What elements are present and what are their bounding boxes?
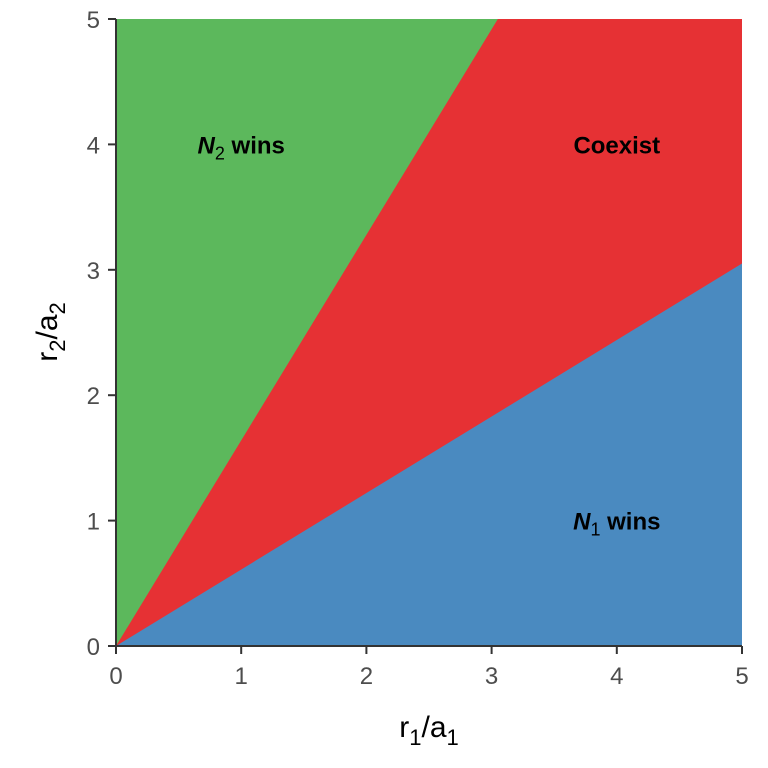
- x-tick-label: 1: [235, 663, 248, 690]
- y-axis-title-sub1: 2: [45, 340, 70, 352]
- region-n1-wins: [116, 263, 742, 646]
- y-axis-title-sub2: 2: [45, 302, 70, 314]
- x-axis-title-main2: a: [430, 711, 447, 744]
- region-labels: N2 wins Coexist N1 wins: [198, 132, 661, 539]
- x-tick-label: 3: [485, 663, 498, 690]
- x-axis-title-slash: /: [421, 711, 430, 744]
- region-label-n1-wins: N1 wins: [573, 509, 660, 540]
- x-axis-title-sub1: 1: [409, 725, 421, 750]
- x-tick-label: 2: [360, 663, 373, 690]
- y-axis-title: r2/a2: [31, 302, 70, 362]
- region-label-n2-wins: N2 wins: [198, 132, 285, 163]
- x-axis-title-main: r: [399, 711, 409, 744]
- x-tick-label: 4: [610, 663, 623, 690]
- y-tick-label: 5: [87, 7, 100, 34]
- y-axis-title-slash: /: [31, 331, 64, 340]
- region-label-coexist: Coexist: [573, 132, 660, 159]
- y-tick-label: 3: [87, 258, 100, 285]
- x-axis-title: r1/a1: [399, 711, 459, 750]
- y-tick-label: 4: [87, 132, 100, 159]
- region-n2-wins: [116, 19, 498, 646]
- y-axis-title-main: r: [31, 352, 64, 362]
- svg-text:r2/a2: r2/a2: [31, 302, 70, 362]
- plot-area: [116, 19, 742, 646]
- x-tick-label: 0: [109, 663, 122, 690]
- y-tick-label: 2: [87, 383, 100, 410]
- y-tick-label: 1: [87, 509, 100, 536]
- svg-text:r1/a1: r1/a1: [399, 711, 459, 750]
- y-tick-label: 0: [87, 634, 100, 661]
- x-tick-label: 5: [735, 663, 748, 690]
- x-axis-title-sub2: 1: [447, 725, 459, 750]
- axes: 0 1 2 3 4 5 0 1 2 3 4 5: [87, 7, 749, 690]
- y-axis-title-main2: a: [31, 314, 64, 331]
